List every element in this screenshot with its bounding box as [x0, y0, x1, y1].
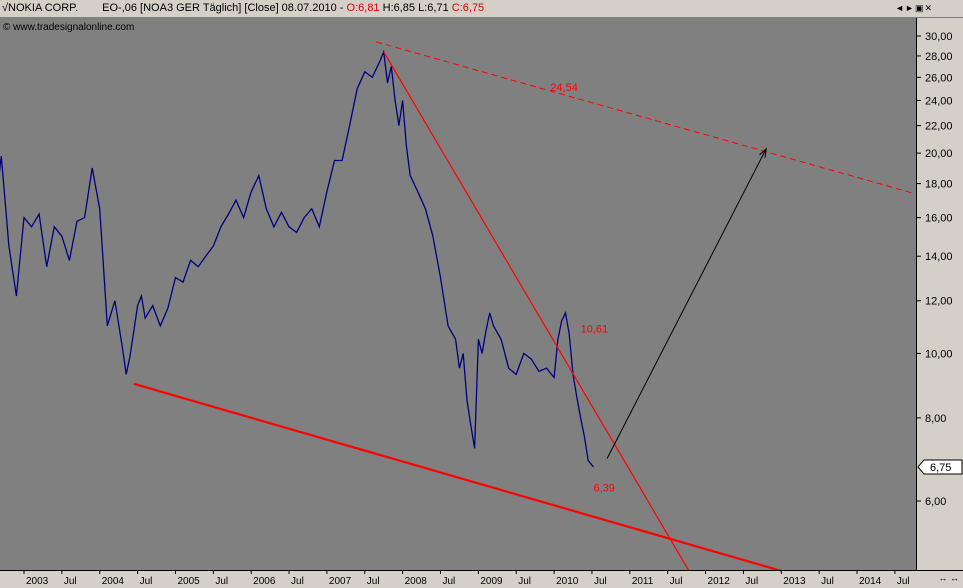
- x-tick-label: Jul: [897, 576, 910, 587]
- last-value-label: 6,75: [930, 462, 951, 474]
- x-tick-label: 2006: [253, 576, 276, 587]
- annotation-label: 24,54: [550, 82, 578, 94]
- y-tick-label: 22,00: [925, 121, 953, 133]
- y-axis-panel[interactable]: [916, 18, 963, 570]
- arrow-left-icon[interactable]: ◄: [895, 3, 906, 13]
- x-tick-label: 2012: [708, 576, 731, 587]
- y-tick-label: 6,00: [925, 496, 946, 508]
- x-tick-label: 2004: [102, 576, 125, 587]
- chart-title-bar: √NOKIA CORP. EO-,06 [NOA3 GER Täglich] [C…: [0, 0, 963, 18]
- x-tick-label: Jul: [140, 576, 153, 587]
- x-tick-label: Jul: [594, 576, 607, 587]
- y-tick-label: 16,00: [925, 213, 953, 225]
- y-tick-label: 10,00: [925, 348, 953, 360]
- x-tick-label: Jul: [443, 576, 456, 587]
- scroll-left-icon[interactable]: ↔: [938, 573, 948, 583]
- check-icon[interactable]: √: [2, 2, 9, 14]
- x-tick-label: Jul: [745, 576, 758, 587]
- resistance-dashed-trendline: [375, 41, 914, 194]
- y-tick-label: 30,00: [925, 31, 953, 43]
- window-controls: ◄►▣✕: [895, 2, 933, 15]
- arrowhead: [759, 147, 767, 158]
- restore-icon[interactable]: ▣: [914, 3, 925, 13]
- close-value: C:6,75: [451, 2, 485, 14]
- x-axis-panel[interactable]: [0, 570, 963, 588]
- x-tick-label: 2007: [329, 576, 352, 587]
- x-tick-label: 2009: [480, 576, 503, 587]
- x-tick-label: 2003: [26, 576, 49, 587]
- y-tick-label: 26,00: [925, 72, 953, 84]
- open-value: O:6,81: [346, 2, 380, 14]
- x-tick-label: 2010: [556, 576, 579, 587]
- watermark: © www.tradesignalonline.com: [3, 22, 134, 33]
- x-tick-label: 2011: [632, 576, 654, 587]
- projection-arrow: [606, 148, 767, 459]
- instrument-info: EO-,06 [NOA3 GER Täglich] [Close] 08.07.…: [102, 2, 344, 14]
- high-value: H:6,85: [382, 2, 416, 14]
- scroll-controls: ↔ ↔: [938, 573, 959, 583]
- x-tick-label: 2013: [783, 576, 806, 587]
- falling-trendline: [383, 51, 690, 570]
- support-trendline: [133, 382, 782, 570]
- x-tick-label: Jul: [518, 576, 531, 587]
- scroll-right-icon[interactable]: ↔: [950, 573, 959, 583]
- x-tick-label: Jul: [291, 576, 304, 587]
- annotation-label: 10,61: [581, 324, 609, 336]
- x-tick-label: Jul: [64, 576, 77, 587]
- y-tick-label: 24,00: [925, 95, 953, 107]
- x-tick-label: Jul: [215, 576, 228, 587]
- x-tick-label: Jul: [821, 576, 834, 587]
- x-tick-label: Jul: [367, 576, 380, 587]
- price-series-line-0: [0, 49, 595, 468]
- y-tick-label: 8,00: [925, 413, 946, 425]
- close-icon[interactable]: ✕: [924, 3, 933, 13]
- instrument-name: NOKIA CORP.: [8, 2, 79, 14]
- y-tick-label: 18,00: [925, 179, 953, 191]
- x-tick-label: Jul: [670, 576, 683, 587]
- y-tick-label: 12,00: [925, 296, 953, 308]
- x-tick-label: 2008: [405, 576, 428, 587]
- x-tick-label: 2005: [177, 576, 200, 587]
- x-tick-label: 2014: [859, 576, 882, 587]
- y-tick-label: 20,00: [925, 148, 953, 160]
- low-value: L:6,71: [418, 2, 449, 14]
- arrow-right-icon[interactable]: ►: [905, 3, 915, 13]
- annotation-label: 6,39: [593, 483, 614, 495]
- y-tick-label: 28,00: [925, 51, 953, 63]
- y-tick-label: 14,00: [925, 251, 953, 263]
- last-value-box: [917, 459, 963, 475]
